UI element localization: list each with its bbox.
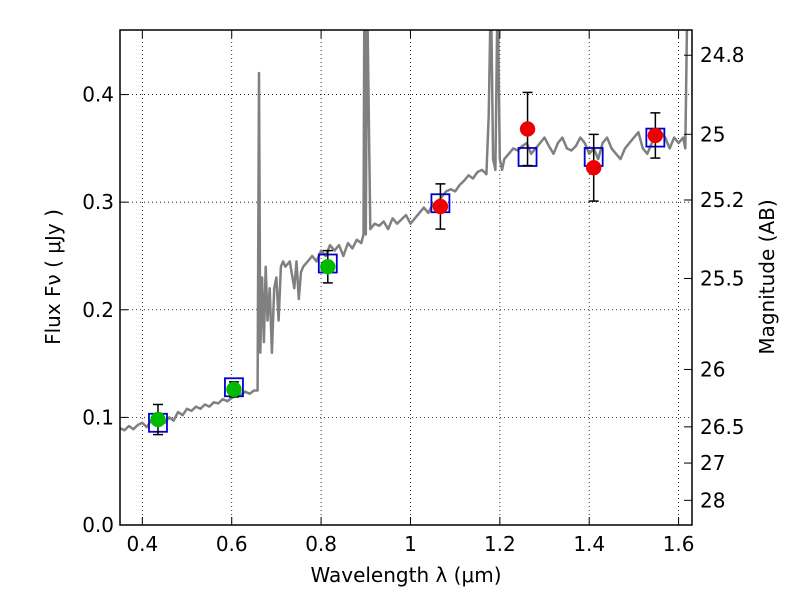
x-tick-label: 0.4 (126, 532, 158, 556)
x-axis-label: Wavelength λ (μm) (310, 563, 501, 587)
plot-frame (119, 29, 693, 526)
ticks: 0.4 0.6 0.8 1 1.2 1.4 1.6 0.0 0.1 0.2 0.3 0.4 24.8 25… (82, 30, 745, 556)
x-tick-label: 1.6 (663, 532, 695, 556)
mag-tick-label: 26 (700, 357, 725, 381)
mag-tick-label: 25.5 (700, 266, 745, 290)
plot-area (120, 30, 692, 525)
y-tick-label: 0.4 (82, 83, 114, 107)
observed-point (647, 127, 664, 144)
observed-point (150, 411, 166, 428)
mag-tick-label: 27 (700, 451, 725, 475)
y-tick-label: 0.0 (82, 513, 114, 537)
observed-point (519, 121, 536, 137)
observed-point (585, 159, 602, 176)
mag-tick-label: 25 (700, 122, 725, 146)
observed-point (226, 381, 242, 398)
y2-axis-label: Magnitude (AB) (755, 199, 779, 354)
mag-tick-label: 24.8 (700, 43, 745, 67)
y-axis-label: Flux Fν ( μJy ) (41, 209, 65, 345)
observed-point (320, 258, 336, 275)
series-layer (120, 30, 689, 436)
mag-tick-label: 26.5 (700, 415, 745, 439)
mag-tick-label: 28 (700, 488, 725, 512)
x-tick-label: 1.4 (573, 532, 605, 556)
x-tick-label: 1 (404, 532, 417, 556)
spectrum-line (120, 30, 689, 432)
y-tick-label: 0.2 (82, 298, 114, 322)
x-tick-label: 0.6 (216, 532, 248, 556)
mag-tick-label: 25.2 (700, 188, 745, 212)
y-tick-label: 0.1 (82, 405, 114, 429)
x-tick-label: 1.2 (484, 532, 516, 556)
observed-point (432, 198, 449, 215)
x-tick-label: 0.8 (305, 532, 337, 556)
y-tick-label: 0.3 (82, 190, 114, 214)
